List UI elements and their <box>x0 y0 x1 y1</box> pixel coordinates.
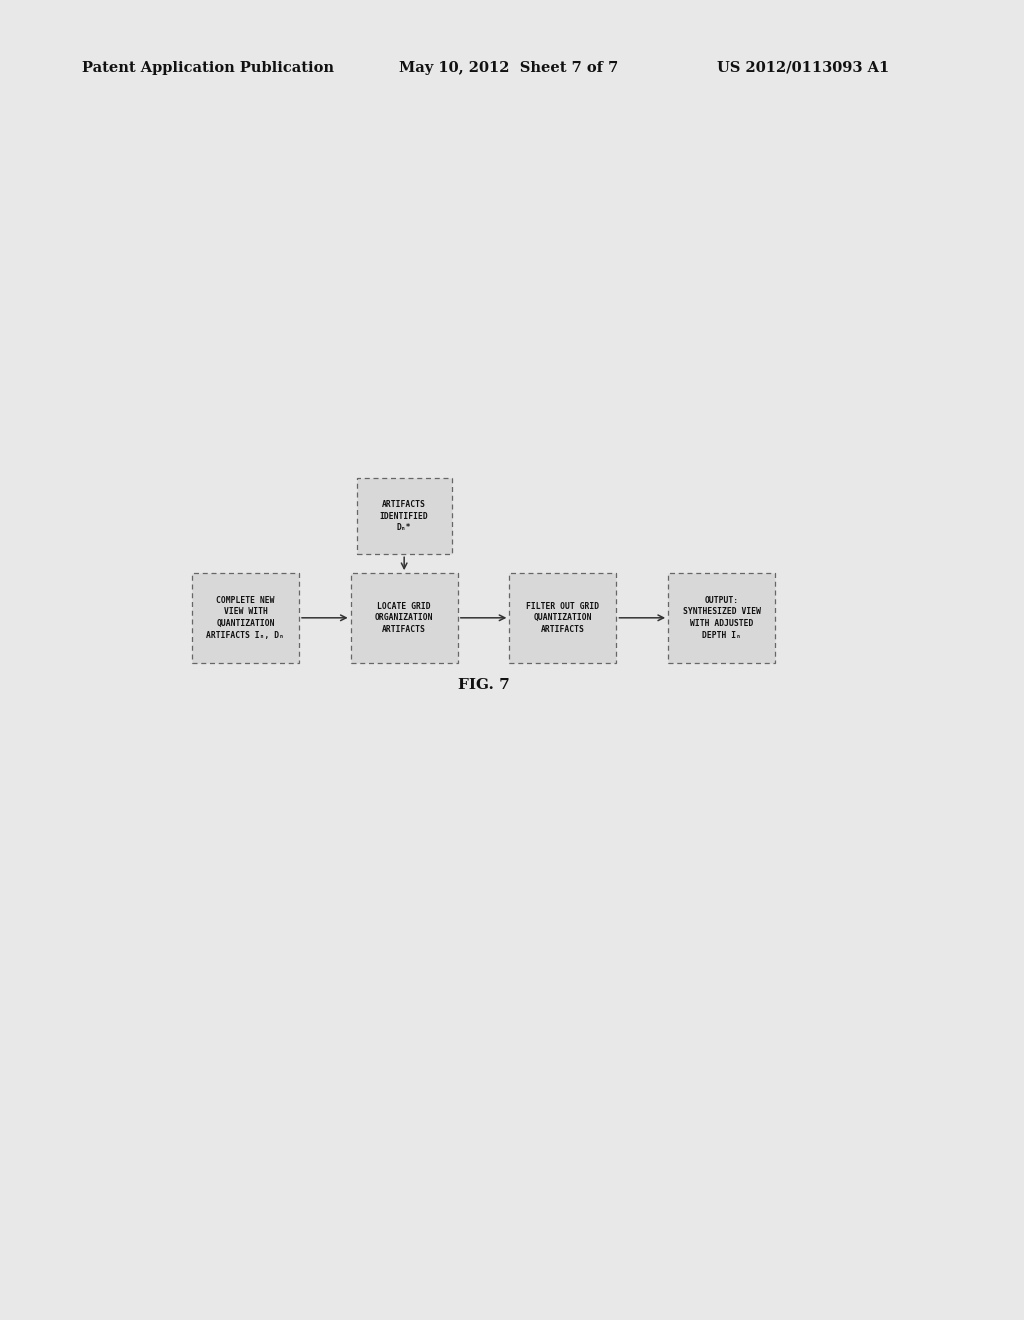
FancyBboxPatch shape <box>356 478 452 554</box>
FancyBboxPatch shape <box>191 573 299 663</box>
Text: US 2012/0113093 A1: US 2012/0113093 A1 <box>717 61 889 75</box>
Text: ARTIFACTS
IDENTIFIED
Dₙ*: ARTIFACTS IDENTIFIED Dₙ* <box>380 500 429 532</box>
Text: OUTPUT:
SYNTHESIZED VIEW
WITH ADJUSTED
DEPTH Iₙ: OUTPUT: SYNTHESIZED VIEW WITH ADJUSTED D… <box>683 595 761 640</box>
Text: LOCATE GRID
ORGANIZATION
ARTIFACTS: LOCATE GRID ORGANIZATION ARTIFACTS <box>375 602 433 634</box>
FancyBboxPatch shape <box>668 573 775 663</box>
Text: FIG. 7: FIG. 7 <box>458 678 509 692</box>
FancyBboxPatch shape <box>350 573 458 663</box>
FancyBboxPatch shape <box>509 573 616 663</box>
Text: FILTER OUT GRID
QUANTIZATION
ARTIFACTS: FILTER OUT GRID QUANTIZATION ARTIFACTS <box>526 602 599 634</box>
Text: May 10, 2012  Sheet 7 of 7: May 10, 2012 Sheet 7 of 7 <box>399 61 618 75</box>
Text: COMPLETE NEW
VIEW WITH
QUANTIZATION
ARTIFACTS Iₙ, Dₙ: COMPLETE NEW VIEW WITH QUANTIZATION ARTI… <box>207 595 285 640</box>
Text: Patent Application Publication: Patent Application Publication <box>82 61 334 75</box>
